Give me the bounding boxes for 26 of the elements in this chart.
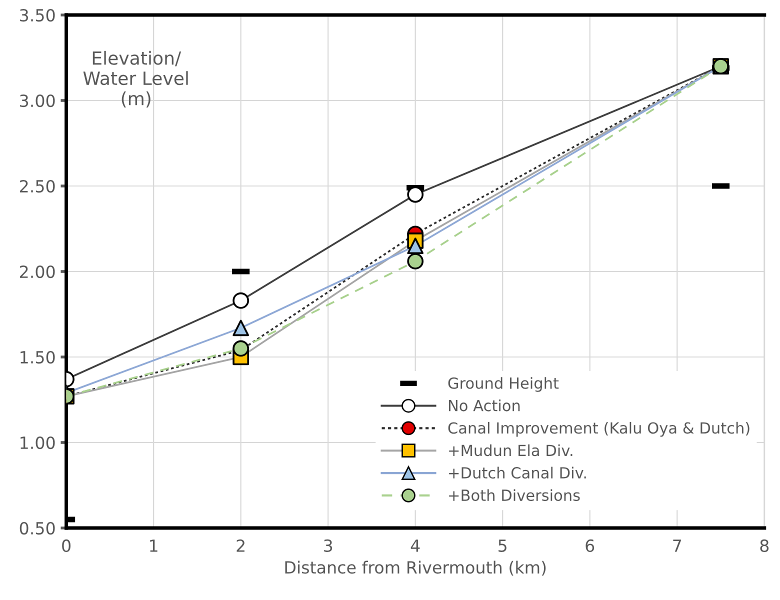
point [232,320,250,336]
legend-label: No Action [448,400,520,412]
y-tick-label: 1.50 [20,350,55,364]
x-tick-label: 5 [498,540,506,552]
x-tick-label: 1 [150,540,158,552]
x-tick-label: 3 [324,539,332,552]
y-tick-label: 0.50 [20,522,55,535]
legend-label: +Mudun Ela Div. [449,444,572,456]
legend-label: Canal Improvement (Kalu Oya & Dutch) [448,422,750,437]
x-tick-label: 6 [586,539,594,552]
y-tick-label: 3.00 [20,94,55,108]
x-tick-label: 8 [760,539,769,552]
x-tick-label: 0 [62,539,70,552]
point [407,238,424,254]
y-tick-label: 1.00 [20,436,55,450]
x-tick-label: 2 [236,539,244,552]
y-axis-title: Elevation/ Water Level (m) [83,50,188,108]
y-tick-label: 3.50 [20,8,55,22]
x-axis-title: Distance from Rivermouth (km) [285,560,546,576]
legend-label: Ground Height [448,377,559,392]
x-tick-label: 4 [410,540,420,552]
x-tick-label: 7 [673,540,682,552]
legend-label: +Dutch Canal Div. [449,466,586,479]
y-tick-label: 2.00 [20,265,55,278]
y-tick-label: 2.50 [20,180,55,193]
legend-label: +Both Diversions [449,489,580,502]
